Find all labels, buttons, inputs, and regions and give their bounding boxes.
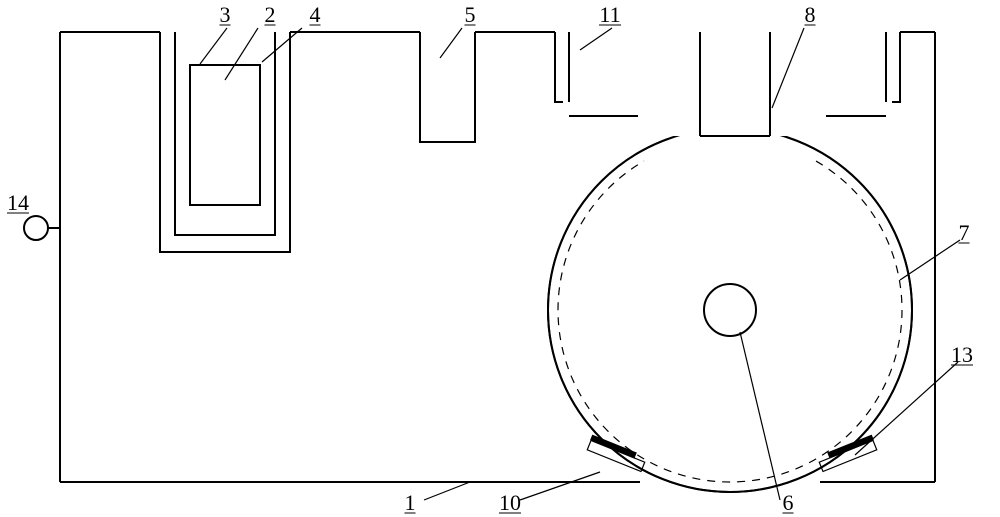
callout-label-14: 14 <box>7 190 29 215</box>
callout-label-10: 10 <box>499 490 521 515</box>
callout-label-11: 11 <box>599 2 620 27</box>
engineering-diagram: 3 2 4 5 11 8 7 13 6 10 1 14 <box>0 0 1000 517</box>
callout-label-2: 2 <box>265 2 276 27</box>
callout-label-6: 6 <box>783 490 794 515</box>
callout-label-1: 1 <box>405 490 416 515</box>
callout-label-3: 3 <box>220 2 231 27</box>
callout-label-5: 5 <box>465 2 476 27</box>
callout-label-4: 4 <box>310 2 321 27</box>
callout-label-7: 7 <box>959 220 970 245</box>
callout-label-13: 13 <box>951 342 973 367</box>
callout-label-8: 8 <box>805 2 816 27</box>
